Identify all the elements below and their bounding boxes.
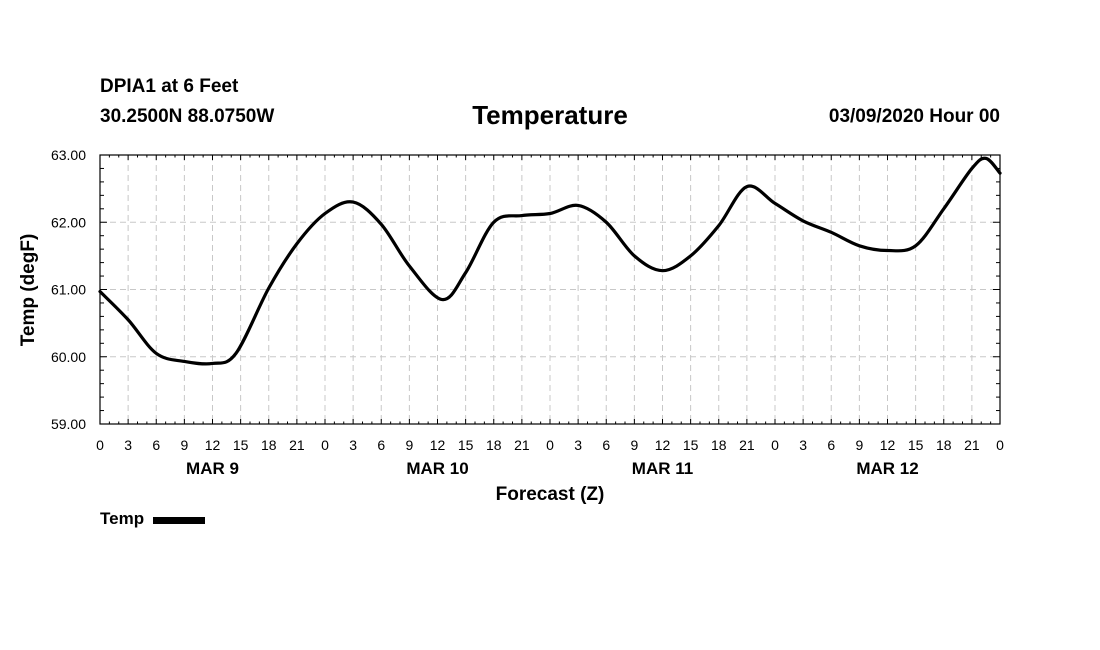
day-label: MAR 12 <box>856 459 918 478</box>
chart-title: Temperature <box>472 100 628 130</box>
plot-frame <box>99 154 1001 425</box>
day-label: MAR 9 <box>186 459 239 478</box>
x-tick-label: 12 <box>655 437 671 453</box>
x-tick-label: 18 <box>936 437 952 453</box>
x-tick-label: 21 <box>289 437 305 453</box>
x-tick-label: 12 <box>880 437 896 453</box>
x-tick-label: 6 <box>377 437 385 453</box>
x-tick-label: 0 <box>321 437 329 453</box>
x-tick-label: 0 <box>546 437 554 453</box>
x-tick-label: 9 <box>405 437 413 453</box>
x-tick-label: 18 <box>261 437 277 453</box>
series-group <box>98 156 1002 366</box>
x-tick-label: 21 <box>514 437 530 453</box>
x-tick-label: 3 <box>349 437 357 453</box>
y-tick-label: 61.00 <box>51 282 86 298</box>
x-tick-label: 6 <box>152 437 160 453</box>
x-tick-label: 3 <box>124 437 132 453</box>
x-tick-label: 9 <box>630 437 638 453</box>
x-tick-label: 9 <box>180 437 188 453</box>
day-label: MAR 11 <box>632 459 693 478</box>
x-tick-label: 12 <box>205 437 221 453</box>
y-axis-label: Temp (degF) <box>18 234 39 347</box>
x-tick-label: 3 <box>574 437 582 453</box>
temp-series-line <box>98 156 1002 366</box>
day-label: MAR 10 <box>406 459 468 478</box>
axes: 0 3 6 9 12 15 18 21 0 3 6 9 12 15 18 21 0 3 6 9 12 15 18 21 0 3 6 9… <box>51 147 1004 478</box>
grid <box>100 155 1000 424</box>
x-tick-label: 9 <box>855 437 863 453</box>
y-tick-label: 59.00 <box>51 416 86 432</box>
x-tick-label: 21 <box>739 437 755 453</box>
x-tick-label: 18 <box>711 437 727 453</box>
x-tick-label: 18 <box>486 437 502 453</box>
y-tick-label: 60.00 <box>51 349 86 365</box>
x-tick-label: 0 <box>771 437 779 453</box>
x-tick-label: 15 <box>233 437 249 453</box>
x-tick-label: 15 <box>458 437 474 453</box>
x-tick-label: 6 <box>602 437 610 453</box>
x-tick-label: 6 <box>827 437 835 453</box>
legend-line-swatch <box>153 517 206 524</box>
legend: Temp <box>100 509 206 529</box>
x-tick-label: 0 <box>96 437 104 453</box>
x-tick-label: 21 <box>964 437 980 453</box>
x-tick-label: 15 <box>683 437 699 453</box>
coordinates-label: 30.2500N 88.0750W <box>100 106 275 127</box>
x-axis-label: Forecast (Z) <box>496 484 605 505</box>
legend-label: Temp <box>100 509 145 528</box>
x-tick-label: 3 <box>799 437 807 453</box>
datetime-label: 03/09/2020 Hour 00 <box>828 106 1000 127</box>
x-tick-label: 0 <box>996 437 1004 453</box>
x-tick-label: 12 <box>430 437 446 453</box>
x-tick-label: 15 <box>908 437 924 453</box>
y-tick-label: 62.00 <box>51 214 86 230</box>
y-tick-label: 63.00 <box>51 147 86 163</box>
station-label: DPIA1 at 6 Feet <box>100 76 239 97</box>
